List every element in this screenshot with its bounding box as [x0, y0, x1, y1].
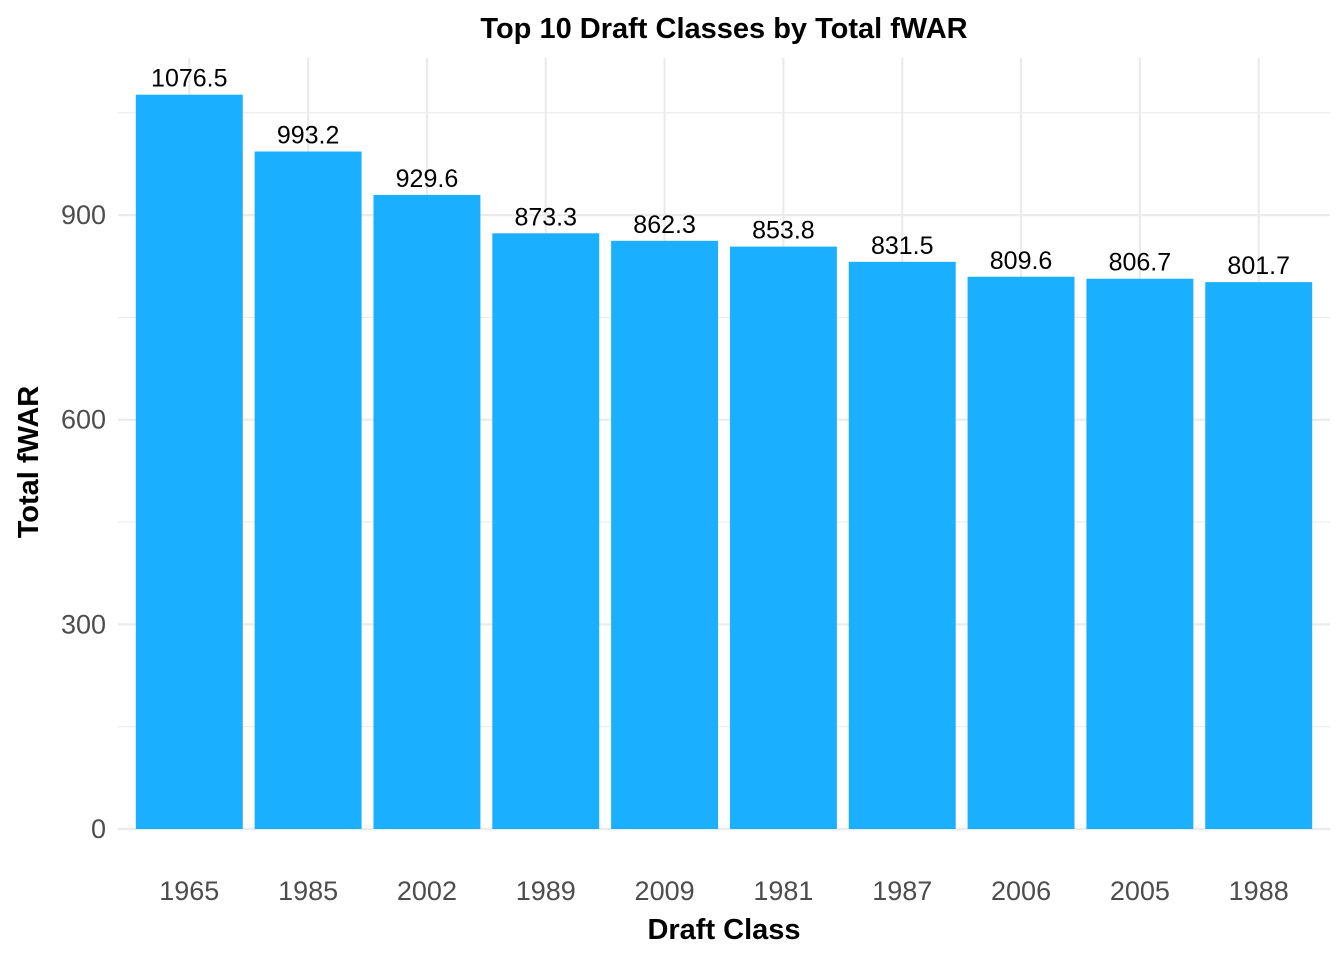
bar-1965 — [135, 94, 243, 829]
x-tick-label: 1988 — [1229, 876, 1289, 906]
data-label-2002: 929.6 — [396, 165, 459, 193]
y-tick-label: 900 — [61, 200, 106, 230]
x-tick-label: 1987 — [872, 876, 932, 906]
x-tick-label: 2002 — [397, 876, 457, 906]
x-axis-title: Draft Class — [647, 914, 800, 946]
x-tick-label: 2005 — [1110, 876, 1170, 906]
x-axis-ticks: 1965 1985 2002 1989 2009 1981 1987 2006 2005 1988 — [159, 876, 1288, 906]
y-axis-title: Total fWAR — [13, 386, 45, 539]
bars-layer — [135, 94, 1313, 830]
bar-2009 — [611, 240, 719, 829]
x-tick-label: 1989 — [516, 876, 576, 906]
bar-2005 — [1086, 278, 1194, 829]
data-label-1987: 831.5 — [871, 232, 934, 260]
data-labels-layer: 1076.5 993.2 929.6 873.3 862.3 853.8 831.5 809.… — [151, 65, 1290, 280]
y-axis-ticks: 0 300 600 900 — [61, 200, 106, 844]
bar-1985 — [254, 151, 362, 829]
bar-1981 — [729, 246, 837, 829]
bar-1987 — [848, 261, 956, 829]
x-tick-label: 1981 — [753, 876, 813, 906]
data-label-2009: 862.3 — [633, 211, 696, 239]
data-label-1989: 873.3 — [514, 203, 577, 231]
x-tick-label: 1985 — [278, 876, 338, 906]
x-tick-label: 2006 — [991, 876, 1051, 906]
bar-1989 — [492, 233, 600, 829]
data-label-1985: 993.2 — [277, 122, 340, 150]
bar-1988 — [1205, 282, 1313, 830]
bar-2006 — [967, 276, 1075, 829]
y-tick-label: 0 — [91, 814, 106, 844]
chart-title: Top 10 Draft Classes by Total fWAR — [480, 13, 967, 45]
data-label-1988: 801.7 — [1227, 252, 1290, 280]
y-tick-label: 300 — [61, 609, 106, 639]
data-label-2006: 809.6 — [990, 247, 1053, 275]
y-tick-label: 600 — [61, 405, 106, 435]
data-label-1965: 1076.5 — [151, 65, 227, 93]
data-label-1981: 853.8 — [752, 217, 815, 245]
x-tick-label: 1965 — [159, 876, 219, 906]
x-tick-label: 2009 — [635, 876, 695, 906]
bar-2002 — [373, 194, 481, 830]
data-label-2005: 806.7 — [1109, 249, 1172, 277]
